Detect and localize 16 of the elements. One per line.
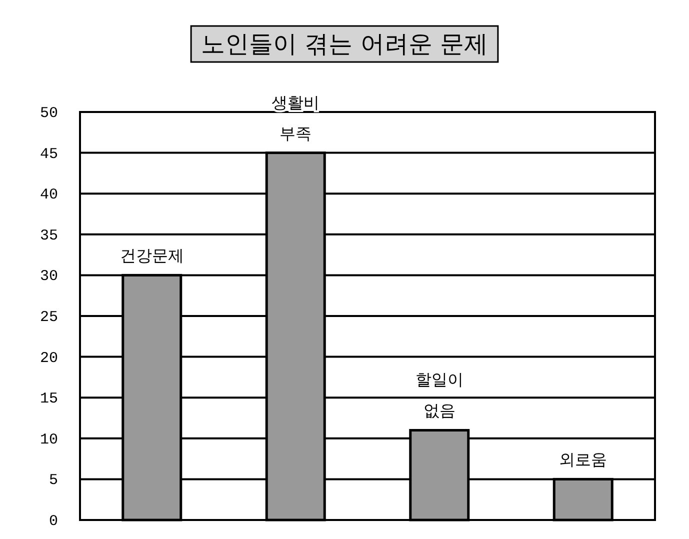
y-tick-label: 15 xyxy=(40,390,58,408)
chart-title: 노인들이 겪는 어려운 문제 xyxy=(201,30,488,58)
y-tick-label: 45 xyxy=(40,146,58,163)
x-tick-label: 건강문제 xyxy=(120,246,184,266)
y-tick-label: 0 xyxy=(48,513,58,530)
y-tick-label: 25 xyxy=(40,309,58,326)
y-tick-label: 5 xyxy=(48,472,58,490)
x-tick-label: 외로움 xyxy=(559,450,608,470)
y-tick-label: 10 xyxy=(40,431,58,448)
x-tick-label: 할일이 없음 xyxy=(415,370,464,420)
y-tick-label: 30 xyxy=(40,268,58,286)
x-tick-label: 생활비 부족 xyxy=(272,92,320,143)
y-tick-label: 50 xyxy=(40,105,58,122)
y-tick-label: 20 xyxy=(40,350,58,367)
y-tick-label: 35 xyxy=(40,227,58,244)
y-tick-label: 40 xyxy=(40,186,58,204)
